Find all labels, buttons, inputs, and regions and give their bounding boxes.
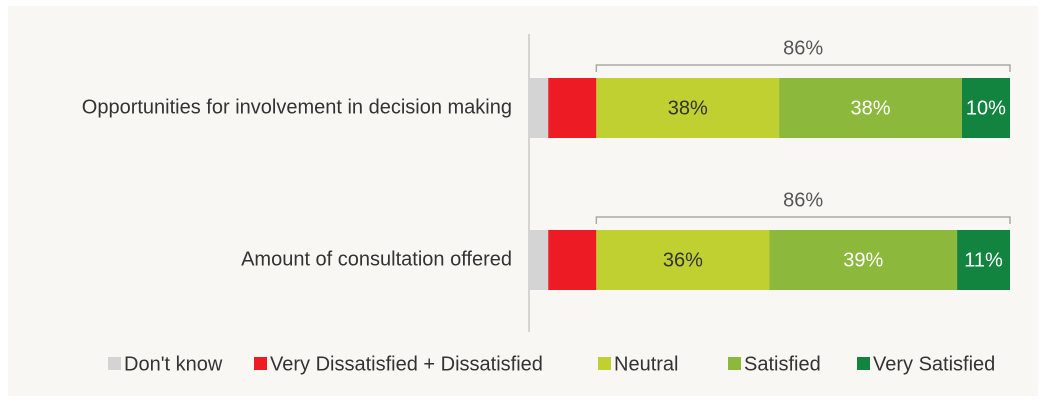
- value-label: 10%: [966, 97, 1006, 119]
- bar-segment: [548, 78, 597, 138]
- bar-segment: [596, 230, 770, 290]
- legend-swatch: [857, 357, 870, 370]
- legend-label: Satisfied: [744, 353, 821, 375]
- bracket-label: 86%: [783, 37, 823, 59]
- value-label: 39%: [843, 249, 883, 271]
- bar-segment: [548, 230, 597, 290]
- bracket: [595, 216, 1011, 224]
- category-label: Amount of consultation offered: [241, 248, 512, 270]
- bar-segment: [529, 230, 549, 290]
- bar-segment: [961, 78, 1010, 138]
- bracket-label: 86%: [783, 189, 823, 211]
- value-label: 36%: [663, 249, 703, 271]
- bracket: [595, 64, 1011, 72]
- legend-swatch: [598, 357, 611, 370]
- bar-segment: [779, 78, 962, 138]
- bar-segment: [529, 78, 549, 138]
- bar-segment: [596, 78, 780, 138]
- legend-label: Very Dissatisfied + Dissatisfied: [270, 353, 543, 375]
- legend-label: Don't know: [124, 353, 223, 375]
- bar-segment: [769, 230, 958, 290]
- legend-swatch: [254, 357, 267, 370]
- legend-label: Neutral: [614, 353, 678, 375]
- category-label: Opportunities for involvement in decisio…: [82, 96, 512, 118]
- value-label: 38%: [850, 97, 890, 119]
- legend-swatch: [108, 357, 121, 370]
- bar-segment: [957, 230, 1010, 290]
- legend-label: Very Satisfied: [873, 353, 995, 375]
- legend-swatch: [728, 357, 741, 370]
- background: [8, 6, 1038, 396]
- value-label: 38%: [668, 97, 708, 119]
- value-label: 11%: [964, 249, 1003, 271]
